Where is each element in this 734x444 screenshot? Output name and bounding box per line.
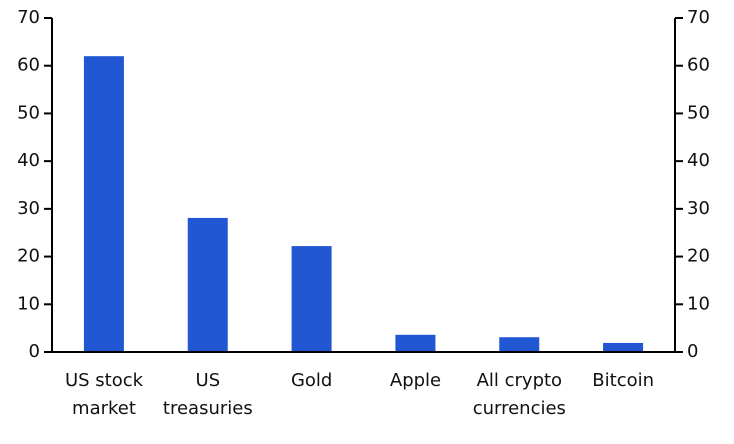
bar bbox=[603, 342, 644, 352]
y2-tick-label: 30 bbox=[687, 198, 710, 219]
bar bbox=[83, 56, 124, 353]
x-tick-label: All crypto currencies bbox=[472, 370, 566, 419]
y-tick-label: 10 bbox=[17, 293, 40, 314]
y-tick-label: 60 bbox=[17, 55, 40, 76]
bar bbox=[499, 337, 540, 352]
y2-tick-label: 70 bbox=[687, 7, 710, 28]
bar bbox=[395, 334, 436, 352]
y2-tick-label: 20 bbox=[687, 246, 710, 267]
y2-tick-label: 10 bbox=[687, 293, 710, 314]
y-tick-label: 20 bbox=[17, 246, 40, 267]
y-tick-label: 40 bbox=[17, 150, 40, 171]
x-tick-label: Apple bbox=[389, 370, 442, 391]
x-tick-label: US treasuries bbox=[162, 370, 253, 419]
x-tick-label: US stock market bbox=[64, 370, 144, 419]
y-tick-label: 50 bbox=[17, 102, 40, 123]
y2-tick-label: 60 bbox=[687, 55, 710, 76]
y-tick-label: 30 bbox=[17, 198, 40, 219]
y2-tick-label: 50 bbox=[687, 102, 710, 123]
y-tick-label: 0 bbox=[29, 341, 40, 362]
x-tick-label: Bitcoin bbox=[592, 370, 655, 391]
y-tick-label: 70 bbox=[17, 7, 40, 28]
x-tick-label: Gold bbox=[290, 370, 333, 391]
bar bbox=[291, 246, 332, 352]
y2-tick-label: 0 bbox=[687, 341, 698, 362]
bar bbox=[187, 217, 228, 352]
y2-tick-label: 40 bbox=[687, 150, 710, 171]
